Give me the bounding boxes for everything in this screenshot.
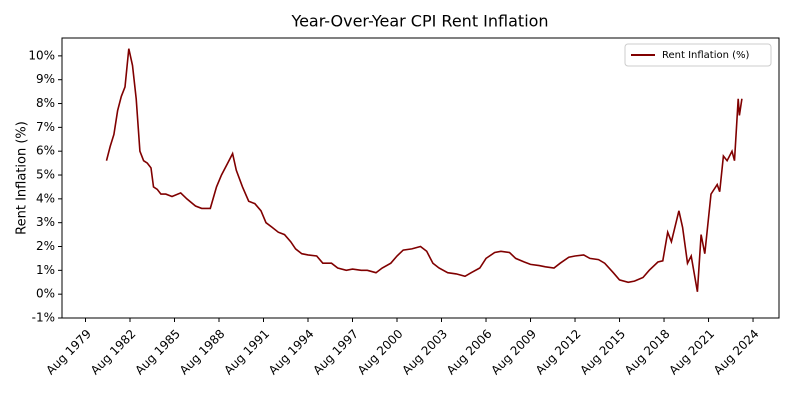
y-tick-label: 0%: [36, 287, 55, 301]
y-tick-label: 8%: [36, 96, 55, 110]
y-tick-label: 6%: [36, 144, 55, 158]
line-series: [105, 48, 743, 292]
y-tick-label: 1%: [36, 263, 55, 277]
chart-title: Year-Over-Year CPI Rent Inflation: [290, 12, 548, 31]
y-tick-label: -1%: [32, 311, 55, 325]
x-tick-label: Aug 2018: [622, 327, 673, 378]
legend-label: Rent Inflation (%): [662, 50, 750, 61]
x-tick-label: Aug 1988: [177, 327, 228, 378]
x-tick-label: Aug 2006: [444, 327, 495, 378]
x-tick-label: Aug 1982: [88, 327, 139, 378]
y-tick-label: 2%: [36, 239, 55, 253]
y-tick-label: 9%: [36, 72, 55, 86]
x-tick-label: Aug 2021: [666, 327, 717, 378]
x-tick-label: Aug 2009: [488, 327, 539, 378]
y-axis-label: Rent Inflation (%): [15, 121, 30, 235]
x-tick-label: Aug 1979: [43, 327, 94, 378]
x-tick-label: Aug 2003: [399, 327, 450, 378]
x-tick-label: Aug 1985: [132, 327, 183, 378]
x-tick-label: Aug 2015: [577, 327, 628, 378]
x-tick-label: Aug 1997: [310, 327, 361, 378]
y-tick-label: 3%: [36, 215, 55, 229]
x-tick-label: Aug 2012: [533, 327, 584, 378]
legend-box: [624, 43, 772, 67]
x-tick-label: Aug 2000: [355, 327, 406, 378]
y-tick-label: 4%: [36, 191, 55, 205]
x-tick-label: Aug 1994: [266, 327, 317, 378]
x-tick-label: Aug 2024: [711, 327, 762, 378]
plot-frame: [61, 37, 780, 319]
x-tick-label: Aug 1991: [221, 327, 272, 378]
y-tick-label: 5%: [36, 168, 55, 182]
y-tick-label: 7%: [36, 120, 55, 134]
y-tick-label: 10%: [28, 48, 55, 62]
